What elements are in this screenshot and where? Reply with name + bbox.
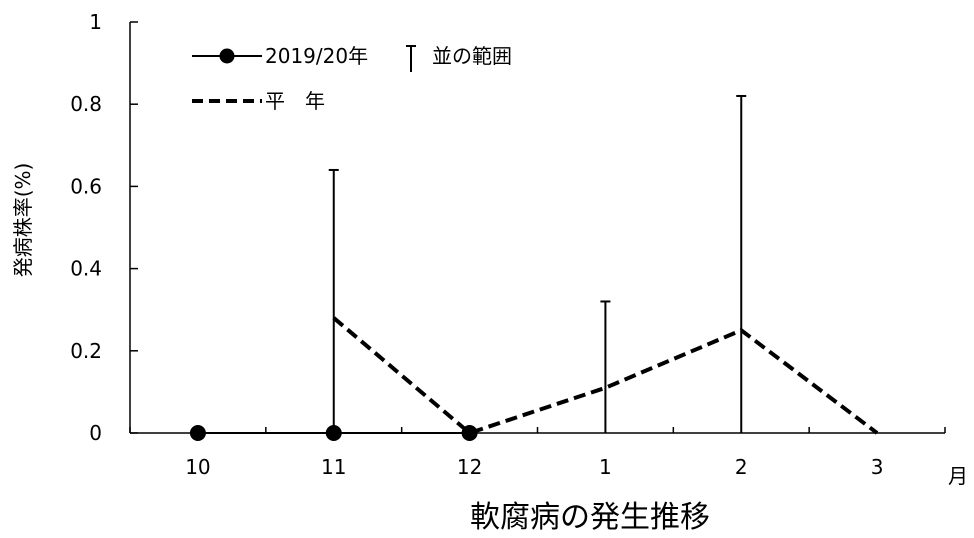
plot-area: 00.20.40.60.81 10 11 12 1 2 3 <box>70 10 946 479</box>
series-markers <box>189 425 478 441</box>
legend: 2019/20年 並の範囲 平 年 <box>192 44 512 113</box>
x-axis-label: 軟腐病の発生推移 <box>470 500 710 535</box>
legend-series-1-label: 2019/20年 <box>265 44 368 68</box>
series-lines <box>197 316 879 436</box>
x-ticks: 10 11 12 1 2 3 <box>129 427 946 479</box>
y-tick-label: 0 <box>89 421 102 445</box>
series-1-point <box>189 425 206 441</box>
x-tick-label: 12 <box>457 455 482 479</box>
x-tick-label: 1 <box>599 455 612 479</box>
x-tick-label: 2 <box>735 455 748 479</box>
legend-range-bar-icon <box>406 45 416 72</box>
x-tick-label: 11 <box>321 455 346 479</box>
y-tick-label: 1 <box>89 10 102 34</box>
x-tick-label: 3 <box>871 455 884 479</box>
range-bars <box>328 94 747 433</box>
y-tick-label: 0.4 <box>70 257 102 281</box>
legend-series-2-label: 平 年 <box>265 89 325 113</box>
y-axis-label: 発病株率(%) <box>11 163 35 278</box>
legend-range-label: 並の範囲 <box>432 44 512 68</box>
y-tick-label: 0.6 <box>70 174 102 198</box>
x-tick-label: 10 <box>185 455 210 479</box>
series-1-point <box>461 425 478 441</box>
series-1-point <box>325 425 342 441</box>
y-tick-label: 0.8 <box>70 92 102 116</box>
series-2-line <box>332 316 879 436</box>
y-ticks: 0 0.2 0.4 0.6 0.8 1 <box>70 10 138 445</box>
y-tick-label: 0.2 <box>70 339 102 363</box>
legend-circle-marker-icon <box>219 48 235 64</box>
x-unit-label: 月 <box>948 464 968 488</box>
